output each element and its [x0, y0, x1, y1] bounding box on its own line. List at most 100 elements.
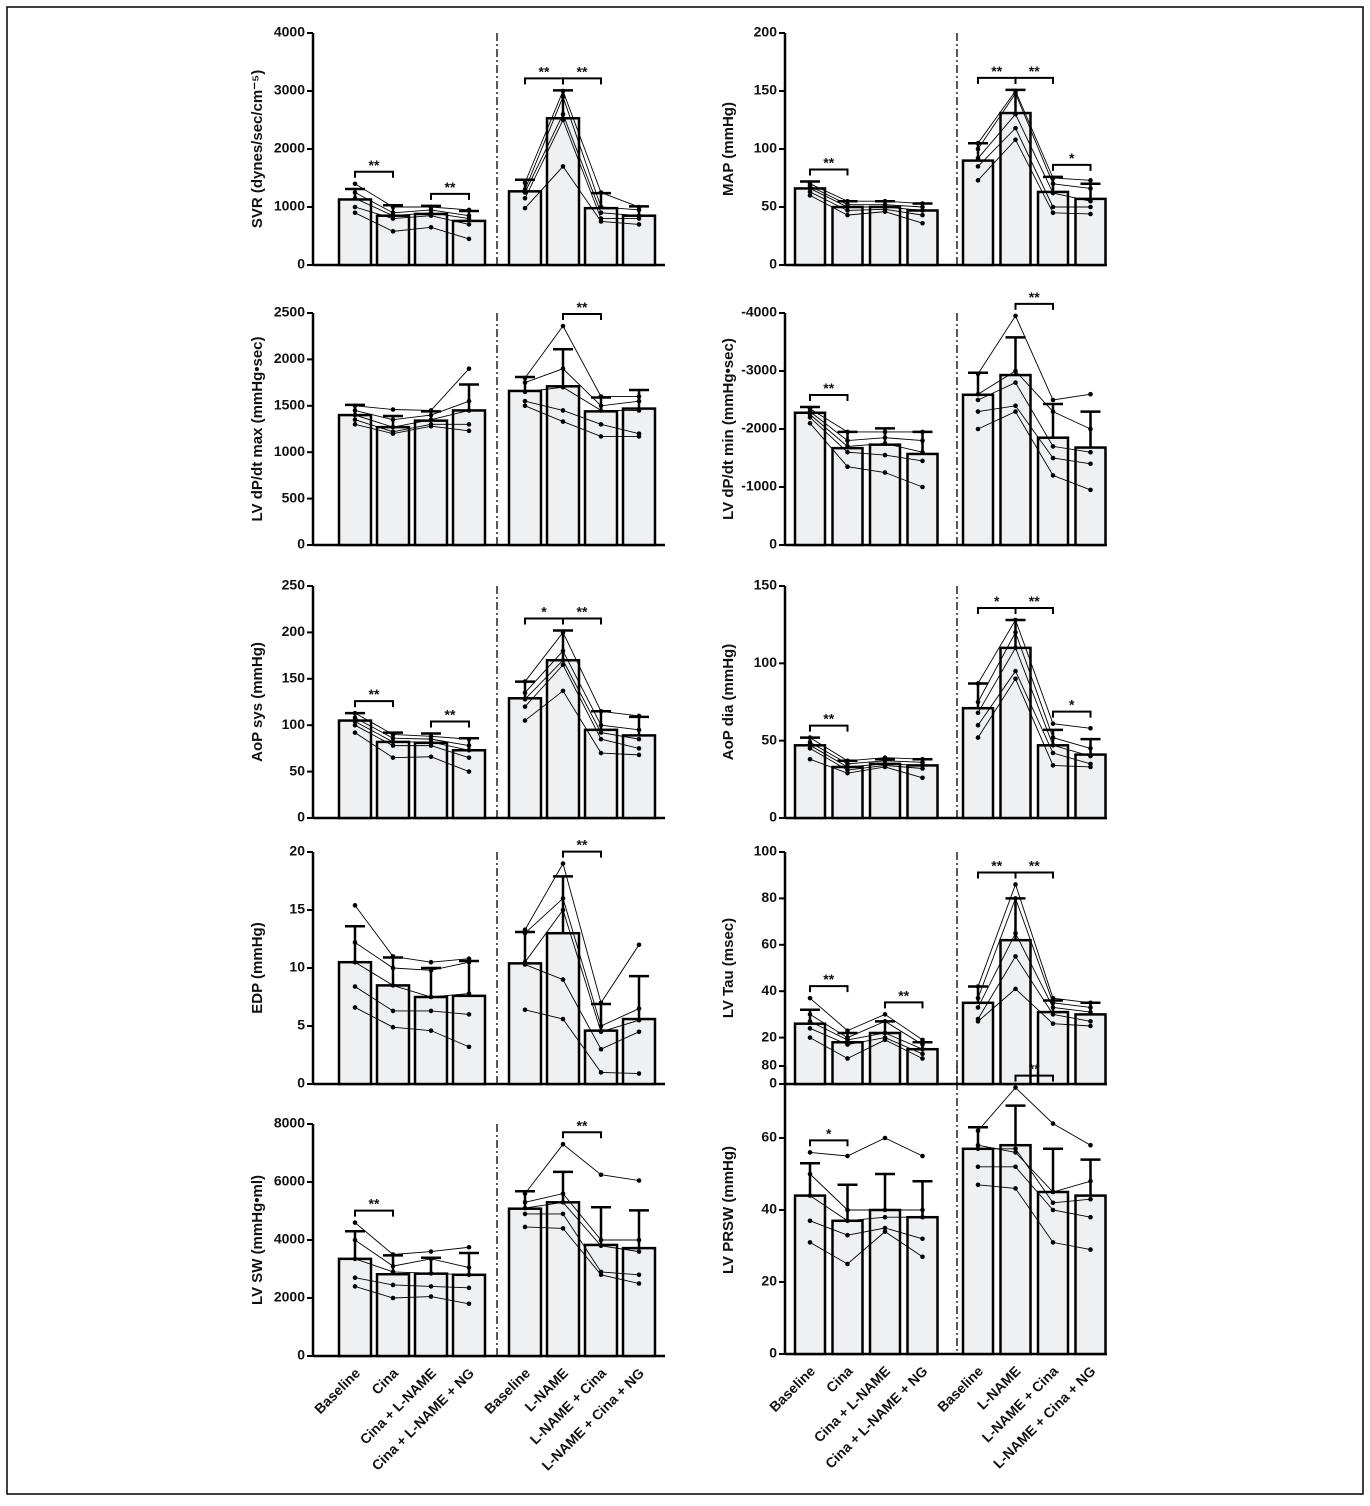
- subject-point: [560, 323, 566, 329]
- y-tick-label: 0: [769, 809, 777, 825]
- subject-point: [1088, 1178, 1093, 1184]
- subject-point: [636, 222, 642, 227]
- significance-label: *: [994, 593, 1000, 609]
- subject-point: [845, 1028, 850, 1033]
- significance-label: **: [577, 299, 588, 315]
- subject-point: [466, 216, 472, 221]
- subject-point: [560, 419, 566, 424]
- subject-point: [352, 722, 358, 728]
- subject-point: [1013, 930, 1018, 936]
- subject-point: [920, 449, 925, 455]
- subject-point: [352, 730, 358, 735]
- bar: [337, 960, 373, 1086]
- bar: [507, 190, 543, 267]
- significance-label: **: [1029, 289, 1040, 305]
- subject-point: [636, 752, 642, 758]
- subject-line: [977, 618, 1091, 729]
- subject-point: [975, 699, 981, 705]
- subject-point: [920, 1056, 925, 1061]
- subject-point: [1013, 380, 1018, 385]
- y-tick-label: 0: [769, 536, 777, 552]
- subject-line: [524, 368, 640, 407]
- subject-point: [522, 190, 528, 195]
- subject-point: [560, 384, 566, 390]
- subject-line: [524, 325, 639, 397]
- subject-point: [560, 94, 566, 100]
- bar: [793, 411, 827, 547]
- bar: [868, 1208, 902, 1356]
- bar: [451, 994, 487, 1086]
- subject-point: [882, 470, 888, 475]
- subject-point: [352, 1256, 358, 1262]
- subject-point: [466, 755, 472, 760]
- subject-line: [978, 1166, 1091, 1218]
- y-tick-label: 1500: [274, 397, 305, 413]
- subject-line: [977, 955, 1091, 1022]
- y-tick-label: -4000: [741, 304, 777, 320]
- bar: [1036, 190, 1070, 267]
- subject-point: [1088, 391, 1093, 397]
- subject-point: [807, 1171, 813, 1177]
- subject-point: [882, 435, 888, 441]
- subject-line: [524, 118, 639, 220]
- y-tick-label: 40: [761, 1201, 777, 1217]
- subject-point: [975, 735, 981, 740]
- subject-point: [560, 366, 566, 371]
- bar: [906, 209, 939, 267]
- subject-point: [522, 1191, 528, 1196]
- y-tick-label: 150: [282, 670, 306, 686]
- subject-point: [598, 210, 604, 216]
- bar: [831, 1219, 864, 1356]
- subject-line: [809, 737, 923, 762]
- subject-point: [636, 1071, 642, 1076]
- subject-point: [1013, 668, 1018, 674]
- frame: [6, 6, 1364, 1495]
- subject-point: [1088, 764, 1093, 770]
- bar: [868, 762, 902, 820]
- subject-point: [1050, 181, 1056, 187]
- subject-point: [1050, 763, 1056, 768]
- y-axis-label: EDP (mmHg): [249, 922, 266, 1013]
- y-axis-label: AoP sys (mmHg): [249, 642, 266, 762]
- bar: [621, 407, 657, 547]
- subject-point: [920, 766, 925, 771]
- subject-point: [598, 219, 604, 224]
- subject-point: [975, 1164, 981, 1170]
- subject-line: [977, 411, 1091, 491]
- subject-line: [354, 1007, 470, 1048]
- subject-point: [882, 1135, 888, 1141]
- significance-bracket: [562, 1131, 602, 1139]
- subject-point: [352, 1220, 358, 1225]
- subject-point: [598, 1172, 604, 1178]
- subject-point: [975, 1019, 981, 1024]
- y-tick-label: 0: [297, 256, 305, 272]
- subject-point: [1088, 1247, 1093, 1252]
- subject-point: [390, 204, 396, 210]
- significance-bracket: [809, 393, 849, 401]
- significance-label: **: [823, 380, 834, 396]
- subject-point: [522, 375, 528, 381]
- subject-point: [636, 408, 642, 413]
- subject-point: [1088, 1009, 1093, 1015]
- x-tick-label: Baseline: [481, 1365, 533, 1417]
- subject-point: [522, 1205, 528, 1211]
- subject-line: [977, 631, 1091, 749]
- subject-point: [428, 417, 434, 423]
- subject-point: [598, 403, 604, 409]
- y-tick-label: 20: [761, 1273, 777, 1289]
- subject-point: [560, 1016, 566, 1022]
- subject-point: [428, 959, 434, 965]
- significance-bracket: [809, 724, 849, 732]
- subject-point: [466, 956, 472, 962]
- subject-point: [882, 209, 888, 214]
- bar: [961, 159, 995, 267]
- subject-point: [636, 1281, 642, 1286]
- bar: [961, 1001, 995, 1086]
- y-tick-label: 50: [761, 731, 777, 747]
- y-tick-label: 3000: [274, 82, 305, 98]
- subject-point: [1050, 1012, 1056, 1017]
- subject-point: [390, 739, 396, 745]
- subject-point: [352, 710, 358, 716]
- subject-point: [845, 212, 850, 218]
- subject-point: [920, 1236, 925, 1242]
